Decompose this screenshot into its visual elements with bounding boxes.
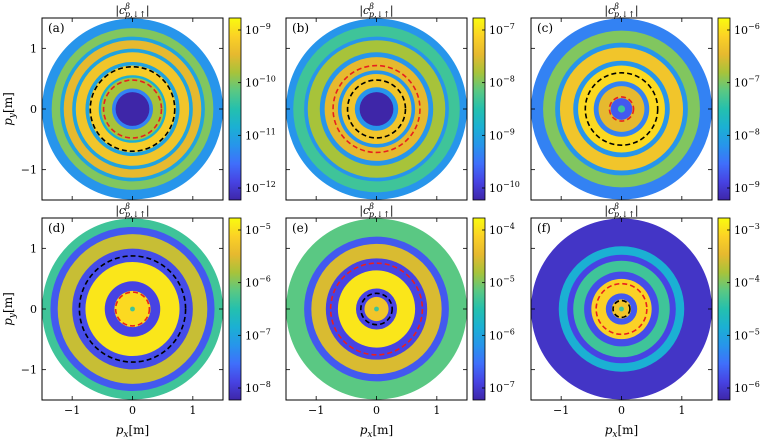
- panel-title: |cβ p,↓↑|: [359, 202, 393, 219]
- colorbar-tick-label: 10−9: [489, 127, 515, 142]
- panel-title: |cβ p,↓↑|: [115, 2, 149, 19]
- heatmap: [286, 218, 467, 400]
- x-tick-label: 1: [189, 404, 196, 417]
- y-axis-label: py[m]: [1, 292, 18, 326]
- heatmap: [531, 218, 712, 400]
- panel-label: (c): [537, 21, 553, 35]
- panel-b: (b) |cβ p,↓↑| 10−7 10−8 10−9 10−10: [285, 2, 520, 201]
- x-tick-label: 0: [618, 404, 625, 417]
- panels-group: 10−1(a)|cβ p,↓↑|10−910−1010−1110−12py[m](…: [1, 2, 760, 439]
- panel-title: |cβ p,↓↑|: [604, 202, 638, 219]
- colorbar-tick-label: 10−7: [245, 327, 271, 342]
- panel-title: |cβ p,↓↑|: [115, 202, 149, 219]
- colorbar-tick-label: 10−7: [734, 75, 760, 90]
- panel-a: 1 0 −1 (a) |cβ p,↓↑| 10−9 10−10 10−11 10−12 py[m]: [1, 2, 276, 201]
- x-tick-label: 1: [678, 404, 685, 417]
- ring-band: [374, 306, 379, 312]
- colorbar-tick-label: 10−8: [245, 380, 271, 395]
- dashed-circle-red: [102, 79, 163, 139]
- colorbar-tick-label: 10−9: [734, 180, 760, 195]
- colorbar-tick-label: 10−8: [489, 75, 515, 90]
- colorbar-tick-label: 10−6: [734, 380, 760, 395]
- colorbar-tick-label: 10−10: [245, 75, 276, 90]
- panel-label: (b): [292, 21, 309, 35]
- y-tick-label: 1: [30, 242, 37, 255]
- heatmap: [42, 18, 223, 200]
- panel-c: (c) |cβ p,↓↑| 10−6 10−7 10−8 10−9: [530, 2, 760, 201]
- colorbar-tick-label: 10−5: [245, 222, 271, 237]
- panel-label: (a): [48, 21, 65, 35]
- colorbar-tick-label: 10−9: [245, 22, 271, 37]
- colorbar-tick-label: 10−7: [489, 22, 515, 37]
- colorbar-tick-label: 10−3: [734, 222, 760, 237]
- x-tick-label: 0: [129, 404, 136, 417]
- colorbar-tick-label: 10−8: [734, 127, 760, 142]
- y-tick-label: −1: [21, 364, 37, 377]
- panel-title: |cβ p,↓↑|: [359, 2, 393, 19]
- ring-band: [619, 306, 624, 312]
- dashed-circle-black: [612, 299, 631, 319]
- dashed-circle-black: [346, 79, 407, 139]
- dashed-circle-black: [584, 72, 659, 147]
- heatmap: [531, 18, 712, 200]
- dashed-circle-red: [332, 64, 421, 154]
- colorbar: [228, 17, 242, 201]
- x-axis-label: px[m]: [116, 423, 150, 439]
- x-tick-label: −1: [308, 404, 324, 417]
- dashed-circle-red: [595, 282, 648, 336]
- colorbar-tick-label: 10−5: [734, 327, 760, 342]
- panel-d: −1 0 1 1 0 −1 (d) |cβ p,↓↑| 10−5 10−6 10−7 10−8 py[m]…: [1, 202, 271, 439]
- colorbar-tick-label: 10−12: [245, 180, 276, 195]
- y-tick-label: 0: [30, 103, 37, 116]
- colorbar-tick-label: 10−10: [489, 180, 520, 195]
- dashed-circle-red: [114, 291, 151, 327]
- panel-label: (f): [537, 221, 551, 235]
- colorbar-tick-label: 10−6: [245, 275, 271, 290]
- colorbar-tick-label: 10−6: [489, 327, 515, 342]
- heatmap: [286, 18, 467, 200]
- dashed-circle-red: [329, 262, 424, 356]
- colorbar-tick-label: 10−11: [245, 127, 276, 142]
- y-tick-label: −1: [21, 164, 37, 177]
- colorbar: [228, 217, 242, 401]
- panel-label: (e): [292, 221, 308, 235]
- colorbar: [472, 217, 486, 401]
- panel-e: −1 0 1 (e) |cβ p,↓↑| 10−4 10−5 10−6 10−7 px[m]: [285, 202, 515, 439]
- ring-band: [359, 92, 394, 126]
- x-tick-label: −1: [64, 404, 80, 417]
- dashed-circle-black: [89, 65, 176, 153]
- dashed-circle-black: [78, 255, 187, 363]
- colorbar-tick-label: 10−4: [489, 222, 515, 237]
- y-tick-label: 0: [30, 303, 37, 316]
- colorbar-tick-label: 10−5: [489, 275, 515, 290]
- y-tick-label: 1: [30, 42, 37, 55]
- dashed-circle-black: [360, 292, 393, 326]
- x-tick-label: 0: [373, 404, 380, 417]
- dashed-circle-red: [608, 96, 635, 122]
- panel-label: (d): [48, 221, 65, 235]
- x-tick-label: 1: [433, 404, 440, 417]
- colorbar: [717, 17, 731, 201]
- x-axis-label: px[m]: [360, 423, 394, 439]
- heatmap: [42, 218, 223, 400]
- x-axis-label: px[m]: [605, 423, 639, 439]
- y-axis-label: py[m]: [1, 92, 18, 126]
- colorbar-tick-label: 10−7: [489, 380, 515, 395]
- x-tick-label: −1: [553, 404, 569, 417]
- colorbar: [472, 17, 486, 201]
- colorbar-tick-label: 10−4: [734, 275, 760, 290]
- panel-f: −1 0 1 (f) |cβ p,↓↑| 10−3 10−4 10−5 10−6 px[m]: [530, 202, 760, 439]
- colorbar-tick-label: 10−6: [734, 22, 760, 37]
- panel-title: |cβ p,↓↑|: [604, 2, 638, 19]
- ring-band: [617, 105, 626, 113]
- ring-band: [130, 306, 135, 312]
- colorbar: [717, 217, 731, 401]
- ring-band: [115, 92, 150, 126]
